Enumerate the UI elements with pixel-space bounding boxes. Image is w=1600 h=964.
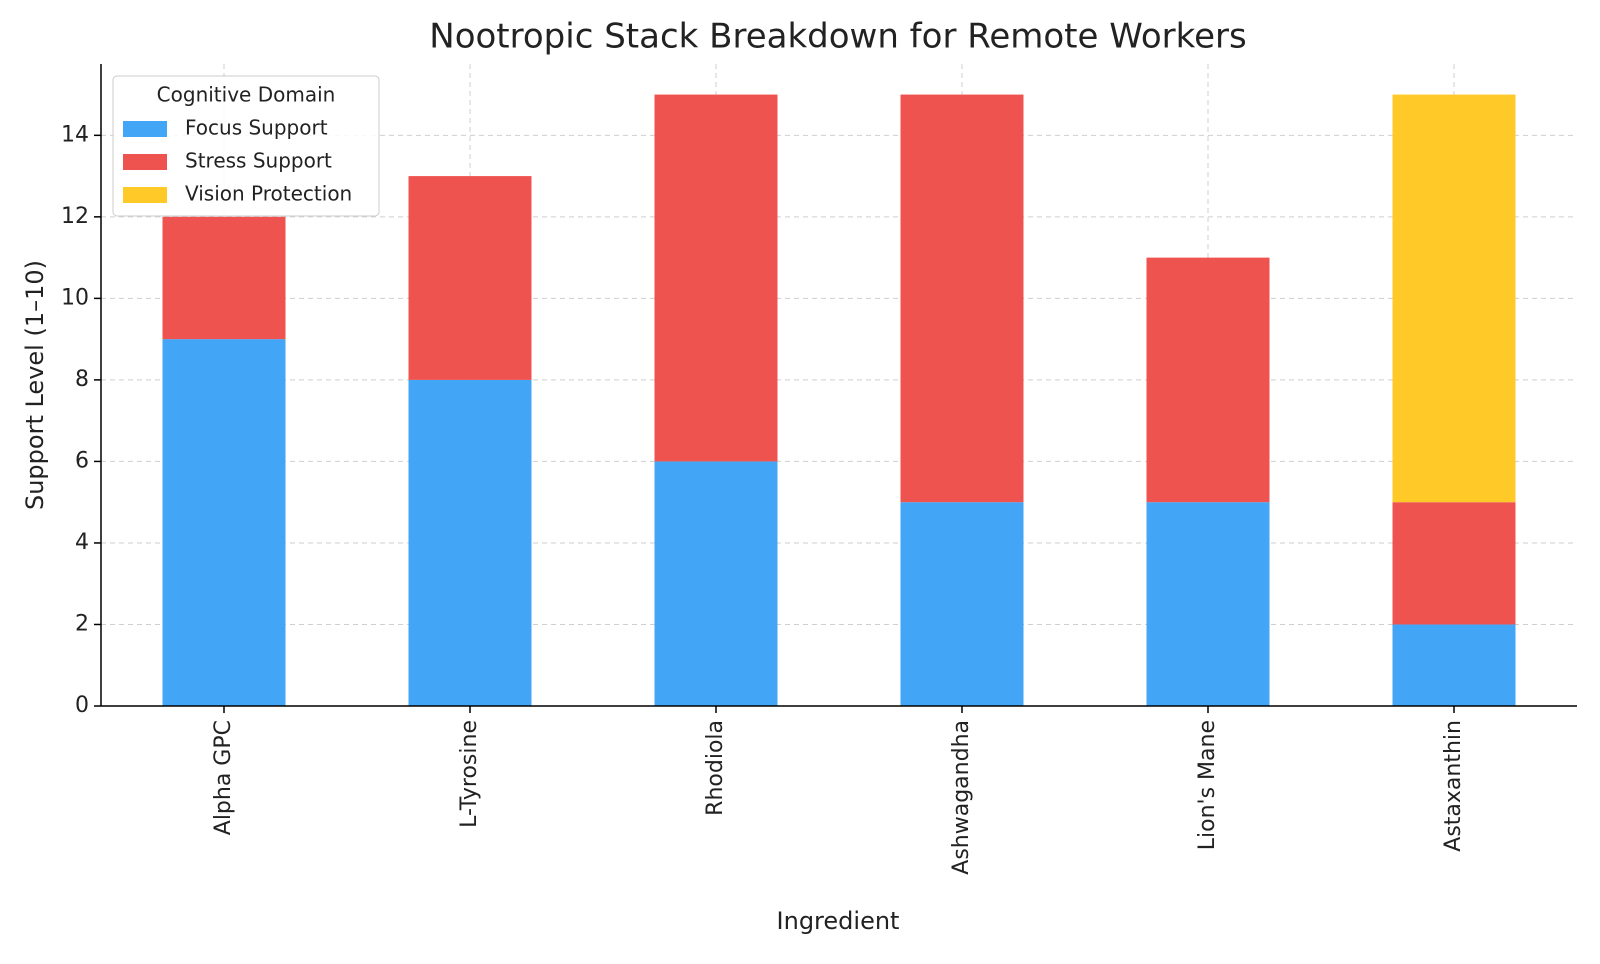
legend-box — [112, 75, 380, 217]
y-tick-label: 10 — [61, 285, 89, 310]
legend-label: Focus Support — [185, 116, 328, 140]
y-tick-label: 0 — [75, 693, 89, 718]
legend-label: Stress Support — [185, 149, 332, 173]
x-tick-label: Rhodiola — [703, 720, 728, 816]
x-axis-label: Ingredient — [777, 907, 900, 935]
y-tick-label: 4 — [75, 530, 89, 555]
bar-segment — [162, 216, 286, 340]
legend-swatch — [123, 154, 167, 170]
bar-layer — [162, 94, 1516, 706]
y-tick-label: 14 — [61, 122, 89, 147]
bar-segment — [408, 176, 532, 380]
bar-segment — [1392, 502, 1516, 625]
bar-segment — [162, 339, 286, 706]
bar-segment — [900, 94, 1024, 503]
y-tick-label: 8 — [75, 367, 89, 392]
chart-title: Nootropic Stack Breakdown for Remote Wor… — [429, 17, 1246, 57]
x-tick-label: Alpha GPC — [211, 720, 236, 835]
x-tick-label: L-Tyrosine — [457, 720, 482, 828]
y-tick-label: 2 — [75, 611, 89, 636]
x-tick-label: Lion's Mane — [1195, 720, 1220, 850]
y-tick-label: 6 — [75, 448, 89, 473]
legend-swatch — [123, 121, 167, 137]
legend-title: Cognitive Domain — [157, 83, 336, 107]
y-tick-label: 12 — [61, 204, 89, 229]
legend-swatch — [123, 187, 167, 203]
bar-segment — [1146, 257, 1270, 503]
y-axis-label: Support Level (1–10) — [21, 260, 49, 510]
x-tick-label: Ashwagandha — [949, 720, 974, 875]
bar-segment — [1392, 624, 1516, 706]
legend-label: Vision Protection — [185, 182, 352, 206]
bar-segment — [654, 461, 778, 706]
bar-segment — [1392, 94, 1516, 503]
x-tick-label: Astaxanthin — [1441, 720, 1466, 852]
bar-segment — [1146, 502, 1270, 706]
legend: Cognitive Domain Focus Support Stress Supp… — [112, 75, 380, 217]
bar-segment — [654, 94, 778, 462]
bar-segment — [408, 379, 532, 706]
bar-segment — [900, 502, 1024, 706]
